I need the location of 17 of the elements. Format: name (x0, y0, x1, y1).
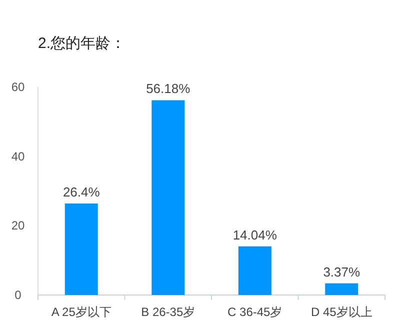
bar (325, 283, 358, 295)
data-label: 26.4% (62, 184, 100, 200)
data-label: 3.37% (323, 264, 360, 280)
y-tick-label: 40 (11, 149, 25, 164)
x-tick-label: B 26-35岁 (141, 305, 196, 319)
x-tick-label: C 36-45岁 (228, 305, 282, 319)
bar (64, 203, 98, 295)
x-tick-label: A 25岁以下 (51, 305, 112, 319)
bar (238, 246, 272, 295)
bar (152, 100, 185, 295)
data-label: 56.18% (146, 81, 191, 96)
data-label: 14.04% (232, 227, 278, 242)
y-tick-label: 0 (14, 288, 22, 302)
chart-title: 2.您的年龄： (38, 35, 126, 52)
x-tick-label: D 45岁以上 (310, 305, 372, 319)
y-tick-label: 60 (11, 80, 25, 94)
y-tick-label: 20 (11, 218, 25, 233)
